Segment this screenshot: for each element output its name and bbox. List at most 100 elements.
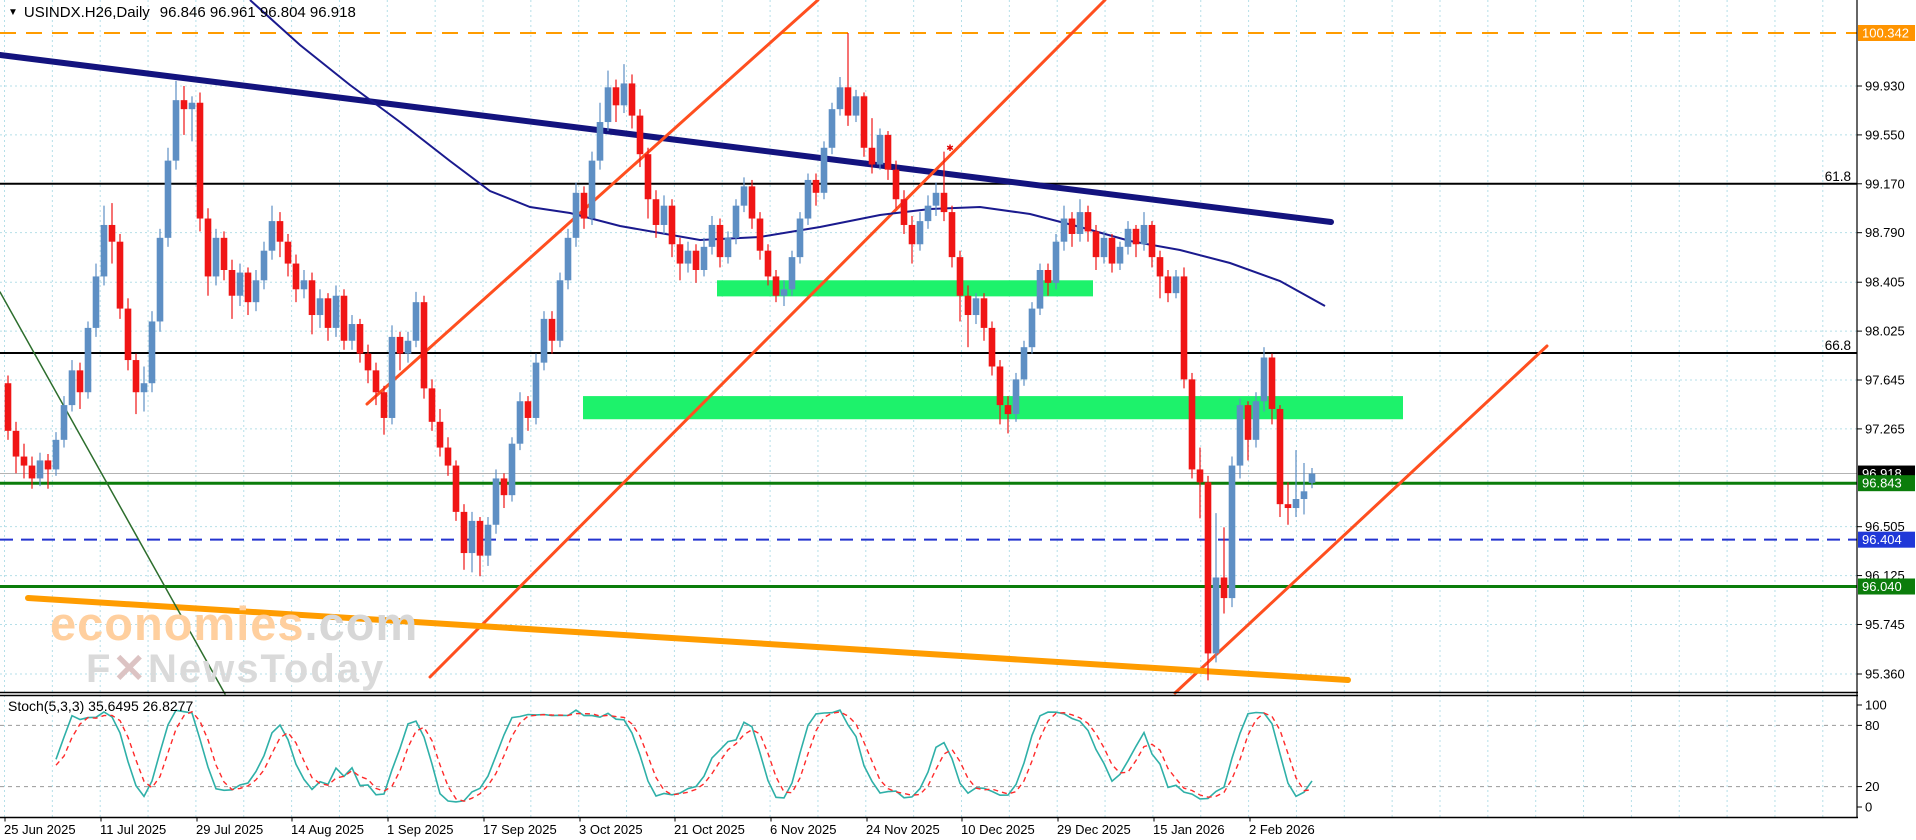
ascending-channel-right — [428, 0, 1107, 679]
candle-bear — [500, 478, 508, 496]
candle-bull — [732, 205, 740, 238]
candle-bear — [692, 250, 700, 270]
candle-bull — [212, 237, 220, 277]
price-tick-label: 97.265 — [1865, 421, 1905, 436]
candle-bull — [316, 298, 324, 316]
candle-bear — [1156, 257, 1164, 277]
candle-bear — [460, 511, 468, 554]
candle-bear — [204, 218, 212, 277]
candle-bull — [596, 122, 604, 161]
candle-bear — [860, 96, 868, 148]
candle-bear — [1188, 379, 1196, 470]
price-tick-label: 99.930 — [1865, 79, 1905, 94]
candle-bull — [820, 147, 828, 193]
candle-bull — [508, 443, 516, 496]
candle-bull — [700, 246, 708, 270]
candle-bear — [1092, 231, 1100, 258]
candle-bear — [436, 421, 444, 448]
candle-bull — [1308, 473, 1316, 483]
candle-bear — [180, 100, 188, 110]
candle-bear — [756, 218, 764, 251]
ascending-support-minor — [1173, 344, 1549, 695]
candle-bear — [676, 244, 684, 264]
candle-bear — [1132, 228, 1140, 245]
candle-bear — [372, 370, 380, 393]
candle-bull — [348, 324, 356, 341]
candle-bull — [252, 280, 260, 303]
date-label: 17 Sep 2025 — [483, 822, 557, 837]
candle-bull — [780, 289, 788, 296]
fib-level-label: 66.8 — [1825, 338, 1851, 353]
candle-bull — [788, 257, 796, 290]
candle-bear — [980, 298, 988, 328]
candle-bull — [492, 478, 500, 525]
candle-bear — [892, 169, 900, 200]
candle-bear — [548, 318, 556, 341]
candle-bear — [748, 186, 756, 219]
candle-bull — [564, 237, 572, 281]
candle-bear — [1268, 357, 1276, 409]
candle-bull — [1028, 308, 1036, 348]
candle-bear — [196, 102, 204, 219]
candle-bear — [1084, 212, 1092, 232]
candle-bear — [292, 263, 300, 290]
candle-bull — [1060, 218, 1068, 242]
candle-bull — [588, 160, 596, 219]
date-label: 24 Nov 2025 — [866, 822, 940, 837]
candle-bear — [228, 269, 236, 296]
candle-bull — [708, 224, 716, 247]
date-label: 14 Aug 2025 — [291, 822, 364, 837]
candle-bull — [684, 250, 692, 264]
candle-bull — [260, 250, 268, 281]
candle-bull — [92, 276, 100, 328]
candle-bull — [660, 205, 668, 225]
price-zone-band — [717, 280, 1093, 297]
candle-bear — [988, 327, 996, 367]
candle-bull — [1252, 401, 1260, 440]
candle-bear — [284, 241, 292, 264]
candle-bull — [1212, 577, 1220, 654]
candle-bear — [476, 520, 484, 556]
candle-bull — [1020, 347, 1028, 380]
fib-level-label: 61.8 — [1825, 169, 1851, 184]
candle-bull — [516, 401, 524, 444]
candle-bull — [36, 460, 44, 479]
candle-bear — [132, 360, 140, 393]
stoch-scale-label: 80 — [1865, 718, 1879, 733]
price-tick-label: 95.745 — [1865, 617, 1905, 632]
candle-bear — [668, 205, 676, 245]
candles-layer — [4, 33, 1316, 681]
candle-bull — [1076, 212, 1084, 234]
descending-support-orange — [25, 595, 1351, 683]
candle-bear — [244, 272, 252, 303]
price-tick-label: 97.645 — [1865, 373, 1905, 388]
candle-bear — [956, 257, 964, 296]
candle-bull — [852, 96, 860, 116]
candle-bear — [716, 224, 724, 258]
candle-bull — [1140, 224, 1148, 245]
price-tick-label: 98.790 — [1865, 225, 1905, 240]
candle-bear — [764, 250, 772, 277]
stoch-k-line — [55, 709, 1313, 803]
candle-bear — [964, 295, 972, 316]
price-tick-label: 99.550 — [1865, 127, 1905, 142]
candle-bear — [4, 383, 12, 431]
price-label-box — [1858, 531, 1915, 548]
candle-bear — [772, 276, 780, 296]
candle-bear — [308, 280, 316, 316]
candle-bear — [12, 430, 20, 457]
date-label: 15 Jan 2026 — [1153, 822, 1225, 837]
candle-bull — [540, 318, 548, 363]
date-label: 1 Sep 2025 — [387, 822, 454, 837]
symbol-dropdown-icon[interactable]: ▼ — [8, 7, 18, 18]
date-label: 10 Dec 2025 — [961, 822, 1035, 837]
date-label: 29 Jul 2025 — [196, 822, 263, 837]
candle-bear — [76, 370, 84, 393]
candle-bear — [44, 460, 52, 470]
candle-bear — [1276, 408, 1284, 505]
candle-bull — [148, 321, 156, 384]
candle-bull — [388, 336, 396, 418]
candle-bear — [948, 212, 956, 258]
